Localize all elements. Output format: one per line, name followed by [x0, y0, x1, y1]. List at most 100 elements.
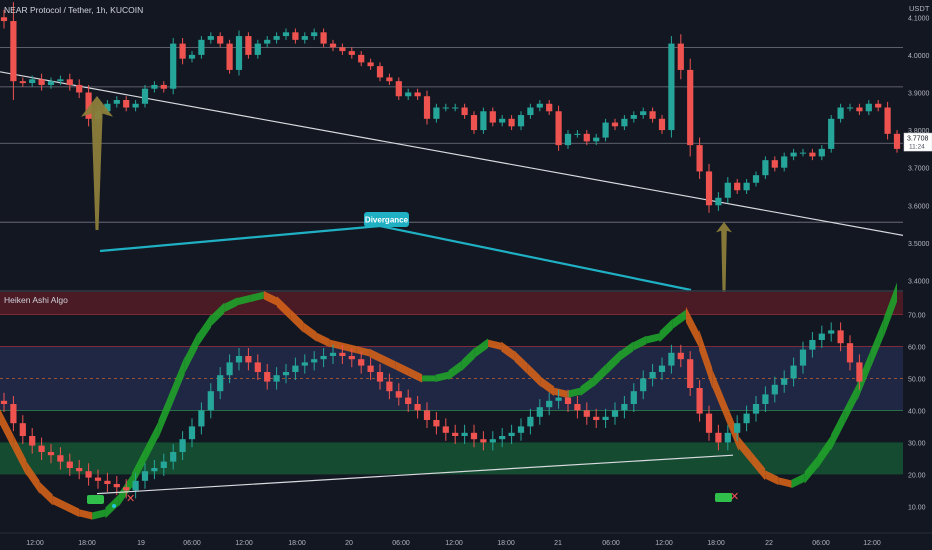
indicator-candle — [264, 372, 271, 382]
candle — [734, 182, 741, 191]
indicator-candle — [29, 436, 36, 446]
candle — [640, 111, 647, 116]
time-axis[interactable]: 12:00 18:00 19 06:00 12:00 18:00 20 06:00 12:00 1… — [0, 532, 932, 550]
indicator-candle — [856, 362, 863, 382]
ribbon-segment — [0, 409, 14, 451]
ribbon-segment — [514, 350, 528, 375]
candle — [329, 43, 337, 48]
ribbon-segment — [79, 509, 93, 520]
indicator-candle — [141, 471, 149, 481]
ribbon-segment — [619, 341, 634, 361]
ribbon-segment — [369, 348, 383, 364]
candle — [799, 152, 807, 154]
ribbon-segment — [883, 282, 897, 337]
indicator-candle — [47, 452, 55, 456]
indicator-candle — [76, 468, 83, 472]
candle — [875, 103, 882, 108]
ribbon-segment — [606, 350, 620, 375]
candle — [752, 175, 760, 183]
candle — [282, 32, 290, 37]
candle — [38, 79, 45, 85]
indicator-candle — [687, 359, 694, 388]
price-axis[interactable]: 4.1000 4.0000 3.9000 3.8000 3.7000 3.6000 3.50… — [903, 0, 932, 550]
ribbon-segment — [13, 434, 27, 476]
candle — [301, 36, 308, 40]
candle — [386, 77, 393, 82]
indicator-candle — [846, 343, 854, 363]
ribbon-segment — [356, 346, 370, 357]
candle — [696, 145, 703, 172]
ribbon-segment — [765, 470, 779, 485]
ribbon-segment — [408, 367, 423, 383]
indicator-pane[interactable]: ✕ ✕ — [0, 282, 903, 520]
candle — [630, 115, 637, 119]
candle — [527, 107, 534, 116]
candle — [705, 171, 713, 206]
candle — [188, 54, 196, 59]
indicator-tick-label: 30.00 — [908, 440, 926, 447]
time-tick-label: 18:00 — [288, 540, 306, 547]
indicator-candle — [790, 365, 797, 379]
ribbon-segment — [290, 309, 304, 333]
ribbon-segment — [197, 314, 212, 347]
indicator-candle — [245, 356, 252, 363]
candle — [574, 133, 581, 135]
ribbon-segment — [52, 495, 66, 511]
indicator-candle — [38, 445, 45, 452]
ribbon-segment — [540, 376, 555, 396]
indicator-candle — [461, 432, 468, 436]
candle — [499, 118, 506, 123]
indicator-candle — [123, 487, 130, 491]
time-tick-label: 18:00 — [707, 540, 725, 547]
indicator-candle — [611, 410, 619, 417]
ribbon-segment — [527, 363, 541, 387]
indicator-candle — [301, 362, 308, 366]
ribbon-segment — [778, 477, 792, 488]
divergence-tag — [364, 212, 409, 227]
candle — [29, 79, 36, 84]
ribbon-segment — [699, 329, 713, 389]
indicator-candle — [480, 439, 487, 443]
indicator-candle — [132, 480, 139, 491]
ribbon-segment — [277, 296, 291, 320]
candle — [461, 107, 468, 116]
candle — [621, 118, 628, 127]
candle — [245, 36, 252, 55]
candle — [433, 107, 440, 119]
candle — [593, 137, 600, 142]
candle — [809, 152, 816, 157]
time-tick-label: 12:00 — [863, 540, 881, 547]
candle — [198, 39, 205, 55]
indicator-candle — [151, 468, 158, 472]
indicator-candle — [94, 477, 102, 481]
indicator-candle — [405, 397, 412, 404]
indicator-candle — [57, 455, 64, 462]
candle — [555, 111, 562, 146]
indicator-candle — [583, 410, 590, 417]
main-price-pane[interactable]: Divergance — [0, 2, 932, 292]
indicator-candle — [546, 400, 553, 408]
price-tick-label: 4.0000 — [908, 53, 930, 60]
candle — [658, 118, 666, 131]
candle — [207, 36, 214, 40]
ribbon-segment — [751, 452, 766, 481]
indicator-tick-label: 70.00 — [908, 312, 926, 319]
price-tick-label: 3.8000 — [908, 128, 930, 135]
indicator-candle — [348, 356, 355, 360]
indicator-candle — [339, 352, 346, 356]
ribbon-segment — [738, 436, 752, 465]
indicator-candle — [743, 413, 750, 424]
indicator-candle — [705, 413, 713, 433]
indicator-candle — [527, 416, 534, 427]
price-tick-label: 3.9000 — [908, 90, 930, 97]
candle — [536, 103, 543, 108]
symbol-title: NEAR Protocol / Tether, 1h, KUCOIN — [4, 5, 143, 15]
indicator-candle — [311, 359, 318, 363]
indicator-candle — [329, 352, 337, 356]
candle — [151, 84, 158, 89]
indicator-candle — [574, 404, 581, 411]
candle — [19, 81, 26, 84]
candle — [687, 69, 694, 146]
indicator-candle — [376, 372, 384, 382]
